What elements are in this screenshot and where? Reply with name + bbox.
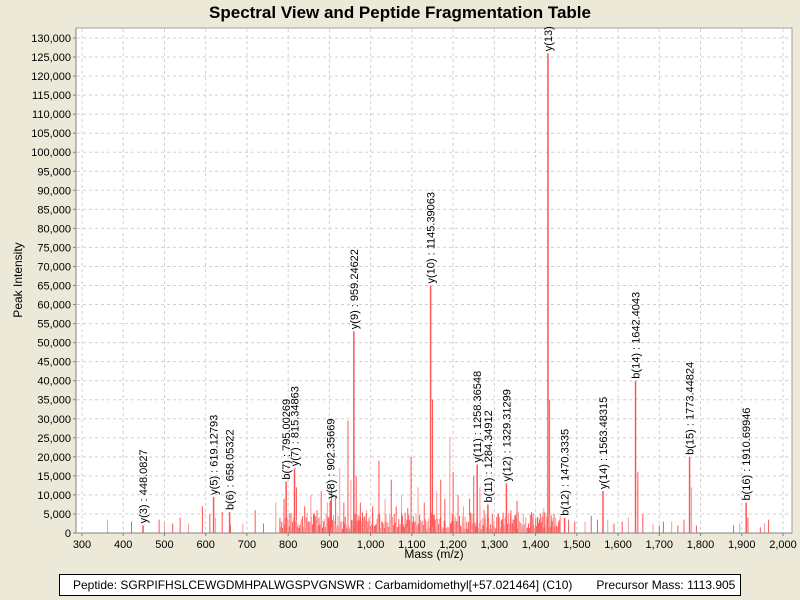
y-tick-label: 45,000 [37,357,71,369]
y-tick-label: 95,000 [37,166,71,178]
peaks [107,53,770,533]
y-tick-label: 65,000 [37,281,71,293]
x-tick-label: 1,800 [687,539,715,551]
y-tick-label: 40,000 [37,376,71,388]
x-tick-label: 1,600 [604,539,632,551]
y-tick-label: 30,000 [37,414,71,426]
x-tick-label: 2,000 [769,539,797,551]
y-tick-label: 80,000 [37,223,71,235]
peak-label: y(9) : 959.24622 [349,249,361,329]
x-tick-label: 600 [197,539,215,551]
peptide-info-box: Peptide: SGRPIFHSLCEWGDMHPALWGSPVGNSWR :… [59,574,741,596]
y-tick-label: 130,000 [31,33,71,45]
y-tick-label: 20,000 [37,452,71,464]
y-tick-label: 0 [65,528,71,540]
x-tick-label: 1,400 [522,539,550,551]
y-tick-label: 125,000 [31,52,71,64]
peak-label: y(11) : 1258.36548 [472,371,484,463]
peak-label: y(5) : 619.12793 [209,415,221,495]
x-tick-label: 1,200 [439,539,467,551]
peak-label: y(13) [543,26,555,51]
chart-title: Spectral View and Peptide Fragmentation … [209,3,591,22]
x-tick-label: 800 [279,539,297,551]
y-tick-label: 115,000 [32,90,71,102]
y-tick-label: 10,000 [37,490,71,502]
peak-label: b(15) : 1773.44824 [685,362,697,455]
y-tick-label: 90,000 [37,185,71,197]
peak-label: b(14) : 1642.4043 [631,292,643,379]
peptide-sequence: Peptide: SGRPIFHSLCEWGDMHPALWGSPVGNSWR :… [73,578,573,592]
peak-annotations: y(3) : 448.0827 y(5) : 619.12793 b(6) : 65… [138,26,753,523]
peak-label: y(10) : 1145.39063 [426,192,438,284]
axes: 0 5,000 10,000 15,000 20,000 25,000 30,000 35,0… [31,28,797,551]
peak-label: y(12) : 1329.31299 [501,389,513,481]
precursor-mass: Precursor Mass: 1113.905 [596,578,736,592]
y-tick-label: 55,000 [37,319,71,331]
x-tick-label: 1,300 [481,539,509,551]
x-tick-label: 1,100 [398,539,426,551]
peak-label: b(16) : 1910.69946 [741,408,753,501]
y-tick-label: 50,000 [37,338,71,350]
peak-label: b(12) : 1470.3335 [560,429,572,516]
plot-area [75,27,793,534]
y-tick-label: 110,000 [32,109,71,121]
x-tick-label: 500 [155,539,173,551]
x-tick-label: 1,500 [563,539,591,551]
y-tick-label: 70,000 [37,261,71,273]
y-tick-label: 105,000 [31,128,71,140]
y-tick-label: 75,000 [37,242,71,254]
x-tick-label: 400 [114,539,132,551]
y-tick-label: 60,000 [37,300,71,312]
x-tick-label: 900 [320,539,338,551]
x-tick-label: 700 [238,539,256,551]
peak-label: b(11) : 1284.34912 [483,410,495,502]
x-tick-label: 300 [73,539,91,551]
x-tick-label: 1,900 [728,539,756,551]
x-tick-label: 1,000 [357,539,385,551]
y-tick-label: 85,000 [37,204,71,216]
y-tick-label: 5,000 [43,509,71,521]
peak-label: y(3) : 448.0827 [138,449,150,523]
y-tick-label: 15,000 [37,471,71,483]
grid [77,29,791,532]
y-tick-label: 120,000 [31,71,71,83]
peak-label: y(14) : 1563.48315 [598,397,610,489]
peak-label: b(6) : 658.05322 [225,429,237,510]
peak-label: b(7) : 795.00269 [281,399,293,480]
y-tick-label: 100,000 [31,147,71,159]
y-axis-label: Peak Intensity [11,242,25,317]
peak-label: y(8) : 902.35669 [325,419,337,499]
x-axis-label: Mass (m/z) [404,547,463,561]
y-tick-label: 35,000 [37,395,71,407]
x-tick-label: 1,700 [646,539,674,551]
peak-label: y(7) : 815.34863 [290,386,302,466]
y-tick-label: 25,000 [37,433,71,445]
spectrum-chart: y(3) : 448.0827 y(5) : 619.12793 b(6) : 65… [11,26,797,561]
